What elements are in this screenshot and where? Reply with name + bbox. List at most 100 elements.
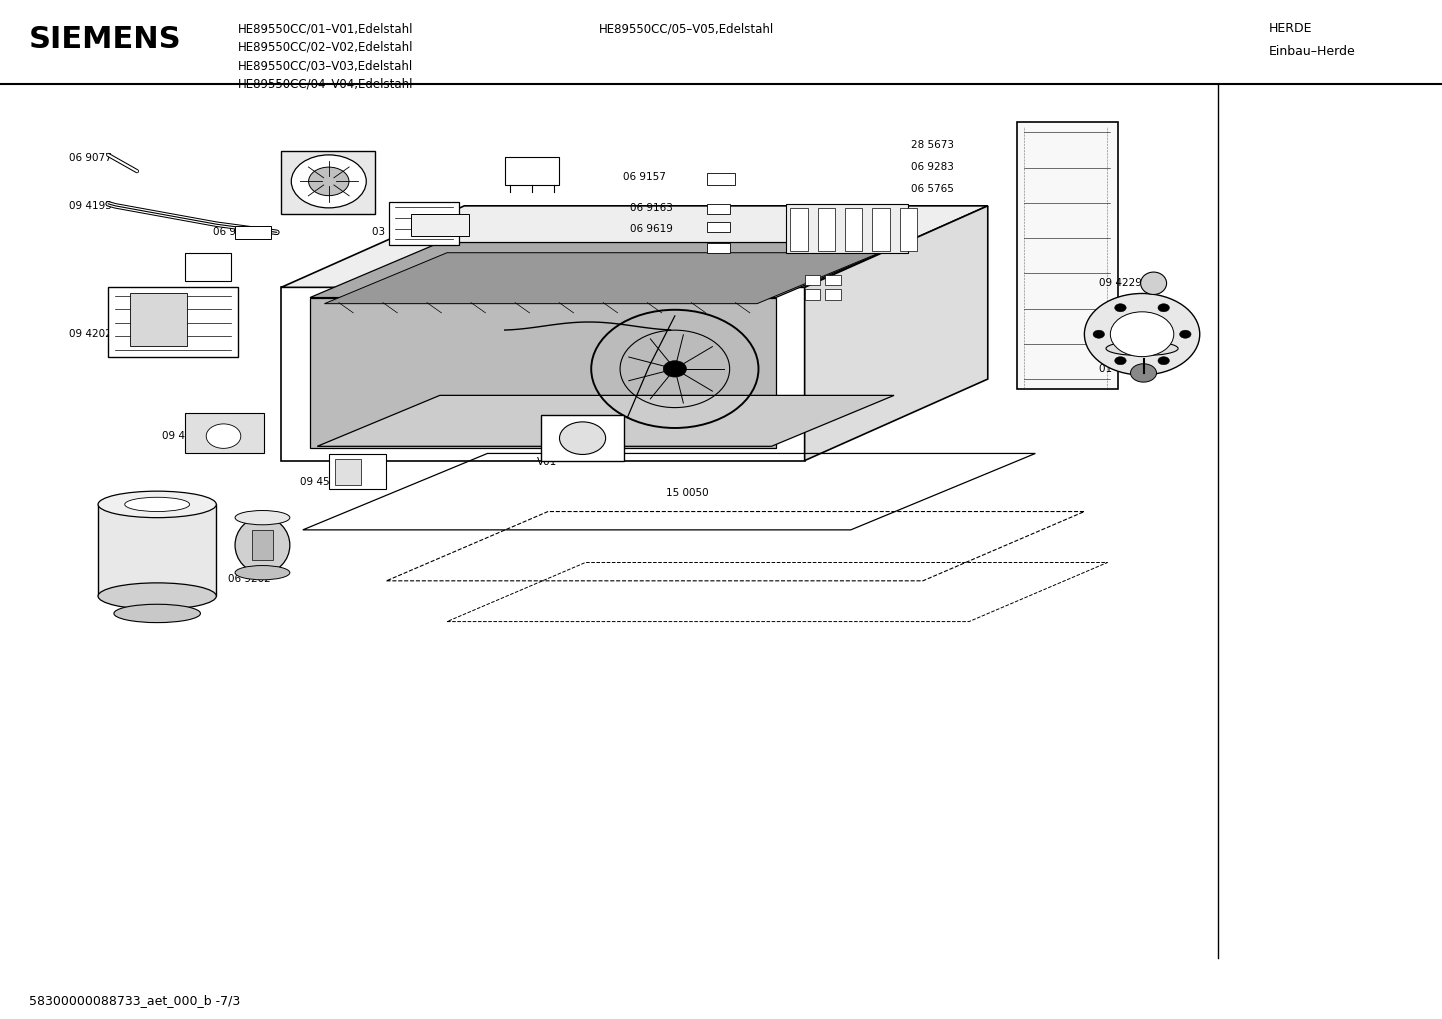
Text: 06 9157: 06 9157 <box>623 172 666 182</box>
Text: HE89550CC/04–V04,Edelstahl: HE89550CC/04–V04,Edelstahl <box>238 77 414 91</box>
Text: 06 9202: 06 9202 <box>228 574 271 584</box>
Circle shape <box>663 361 686 377</box>
Text: 06 9094: 06 9094 <box>652 417 695 427</box>
Bar <box>900 208 917 251</box>
Text: 09 4229: 09 4229 <box>1099 278 1142 288</box>
Bar <box>786 204 908 253</box>
Bar <box>805 275 820 285</box>
Text: 06 9078: 06 9078 <box>213 227 257 237</box>
Polygon shape <box>310 243 906 298</box>
Text: 03 0113: 03 0113 <box>630 303 673 313</box>
Ellipse shape <box>98 583 216 609</box>
Circle shape <box>1180 330 1191 338</box>
Circle shape <box>1158 304 1169 312</box>
Bar <box>252 530 273 560</box>
Ellipse shape <box>125 497 190 512</box>
Text: V01: V01 <box>536 457 557 467</box>
Bar <box>872 208 890 251</box>
Text: SIEMENS: SIEMENS <box>29 25 182 54</box>
Text: 09 4202: 09 4202 <box>69 329 112 339</box>
Bar <box>411 214 469 236</box>
Text: 28 5673: 28 5673 <box>911 140 955 150</box>
Polygon shape <box>235 226 271 239</box>
Text: 01 4987: 01 4987 <box>1099 364 1142 374</box>
Text: HE89550CC/02–V02,Edelstahl: HE89550CC/02–V02,Edelstahl <box>238 41 414 54</box>
Text: HE89550CC/03–V03,Edelstahl: HE89550CC/03–V03,Edelstahl <box>238 59 414 72</box>
Ellipse shape <box>235 518 290 573</box>
Polygon shape <box>281 206 988 287</box>
Polygon shape <box>324 253 880 304</box>
Ellipse shape <box>98 491 216 518</box>
Bar <box>707 204 730 214</box>
Bar <box>335 459 360 485</box>
Text: HE89550CC/01–V01,Edelstahl: HE89550CC/01–V01,Edelstahl <box>238 22 414 36</box>
Bar <box>541 415 624 461</box>
Ellipse shape <box>1106 341 1178 356</box>
Bar <box>845 208 862 251</box>
Circle shape <box>206 424 241 448</box>
Circle shape <box>1093 330 1105 338</box>
Text: 06 9281: 06 9281 <box>630 246 673 256</box>
Polygon shape <box>805 206 988 461</box>
Text: 06 9077: 06 9077 <box>69 153 112 163</box>
Polygon shape <box>281 287 805 461</box>
Circle shape <box>309 167 349 196</box>
Text: 15 0050: 15 0050 <box>666 488 709 498</box>
Bar <box>818 208 835 251</box>
Text: 03 1907: 03 1907 <box>430 301 473 311</box>
Bar <box>707 222 730 232</box>
Text: 03 1907: 03 1907 <box>185 303 228 313</box>
Text: 03 1907: 03 1907 <box>508 333 551 343</box>
Text: 02 6689: 02 6689 <box>630 276 673 286</box>
Bar <box>505 157 559 185</box>
Bar <box>707 243 730 253</box>
Bar <box>805 289 820 300</box>
Ellipse shape <box>1141 272 1167 294</box>
Circle shape <box>1115 304 1126 312</box>
Text: 09 4195: 09 4195 <box>69 201 112 211</box>
Ellipse shape <box>235 566 290 580</box>
Text: 06 9174: 06 9174 <box>1113 313 1156 323</box>
Text: 03 1205: 03 1205 <box>185 266 228 276</box>
Text: 03 1618: 03 1618 <box>372 227 415 237</box>
Text: 06 9619: 06 9619 <box>630 224 673 234</box>
Text: 09 4501: 09 4501 <box>162 431 205 441</box>
Text: 09 4101: 09 4101 <box>444 415 487 425</box>
Bar <box>130 293 187 346</box>
Bar <box>707 173 735 185</box>
Polygon shape <box>317 395 894 446</box>
Bar <box>1017 122 1118 389</box>
Circle shape <box>1115 357 1126 365</box>
Bar <box>108 287 238 357</box>
Text: 06 5765: 06 5765 <box>911 183 955 194</box>
Text: 09 4431: 09 4431 <box>133 574 176 584</box>
Text: 09 4228: 09 4228 <box>320 156 363 166</box>
Circle shape <box>559 422 606 454</box>
Bar <box>389 202 459 245</box>
Bar <box>281 151 375 214</box>
Text: 09 4562: 09 4562 <box>300 477 343 487</box>
Ellipse shape <box>235 511 290 525</box>
Bar <box>329 454 386 489</box>
Text: Einbau–Herde: Einbau–Herde <box>1269 45 1355 58</box>
Bar <box>185 413 264 453</box>
Bar <box>98 504 216 596</box>
Circle shape <box>1158 357 1169 365</box>
Circle shape <box>1110 312 1174 357</box>
Ellipse shape <box>114 604 200 623</box>
Text: 06 5878: 06 5878 <box>536 438 580 448</box>
Bar <box>825 289 841 300</box>
Text: HE89550CC/05–V05,Edelstahl: HE89550CC/05–V05,Edelstahl <box>598 22 774 36</box>
Bar <box>185 253 231 281</box>
Bar <box>790 208 808 251</box>
Text: 02 6700: 02 6700 <box>1113 339 1156 350</box>
Circle shape <box>1084 293 1200 375</box>
Text: 06 9163: 06 9163 <box>630 203 673 213</box>
Text: HERDE: HERDE <box>1269 22 1312 36</box>
Text: 06 9280: 06 9280 <box>796 240 839 251</box>
Polygon shape <box>310 298 776 448</box>
Text: 09 4227: 09 4227 <box>320 193 363 203</box>
Text: 06 9283: 06 9283 <box>911 162 955 172</box>
Bar <box>825 275 841 285</box>
Text: 15 2112: 15 2112 <box>796 219 839 229</box>
